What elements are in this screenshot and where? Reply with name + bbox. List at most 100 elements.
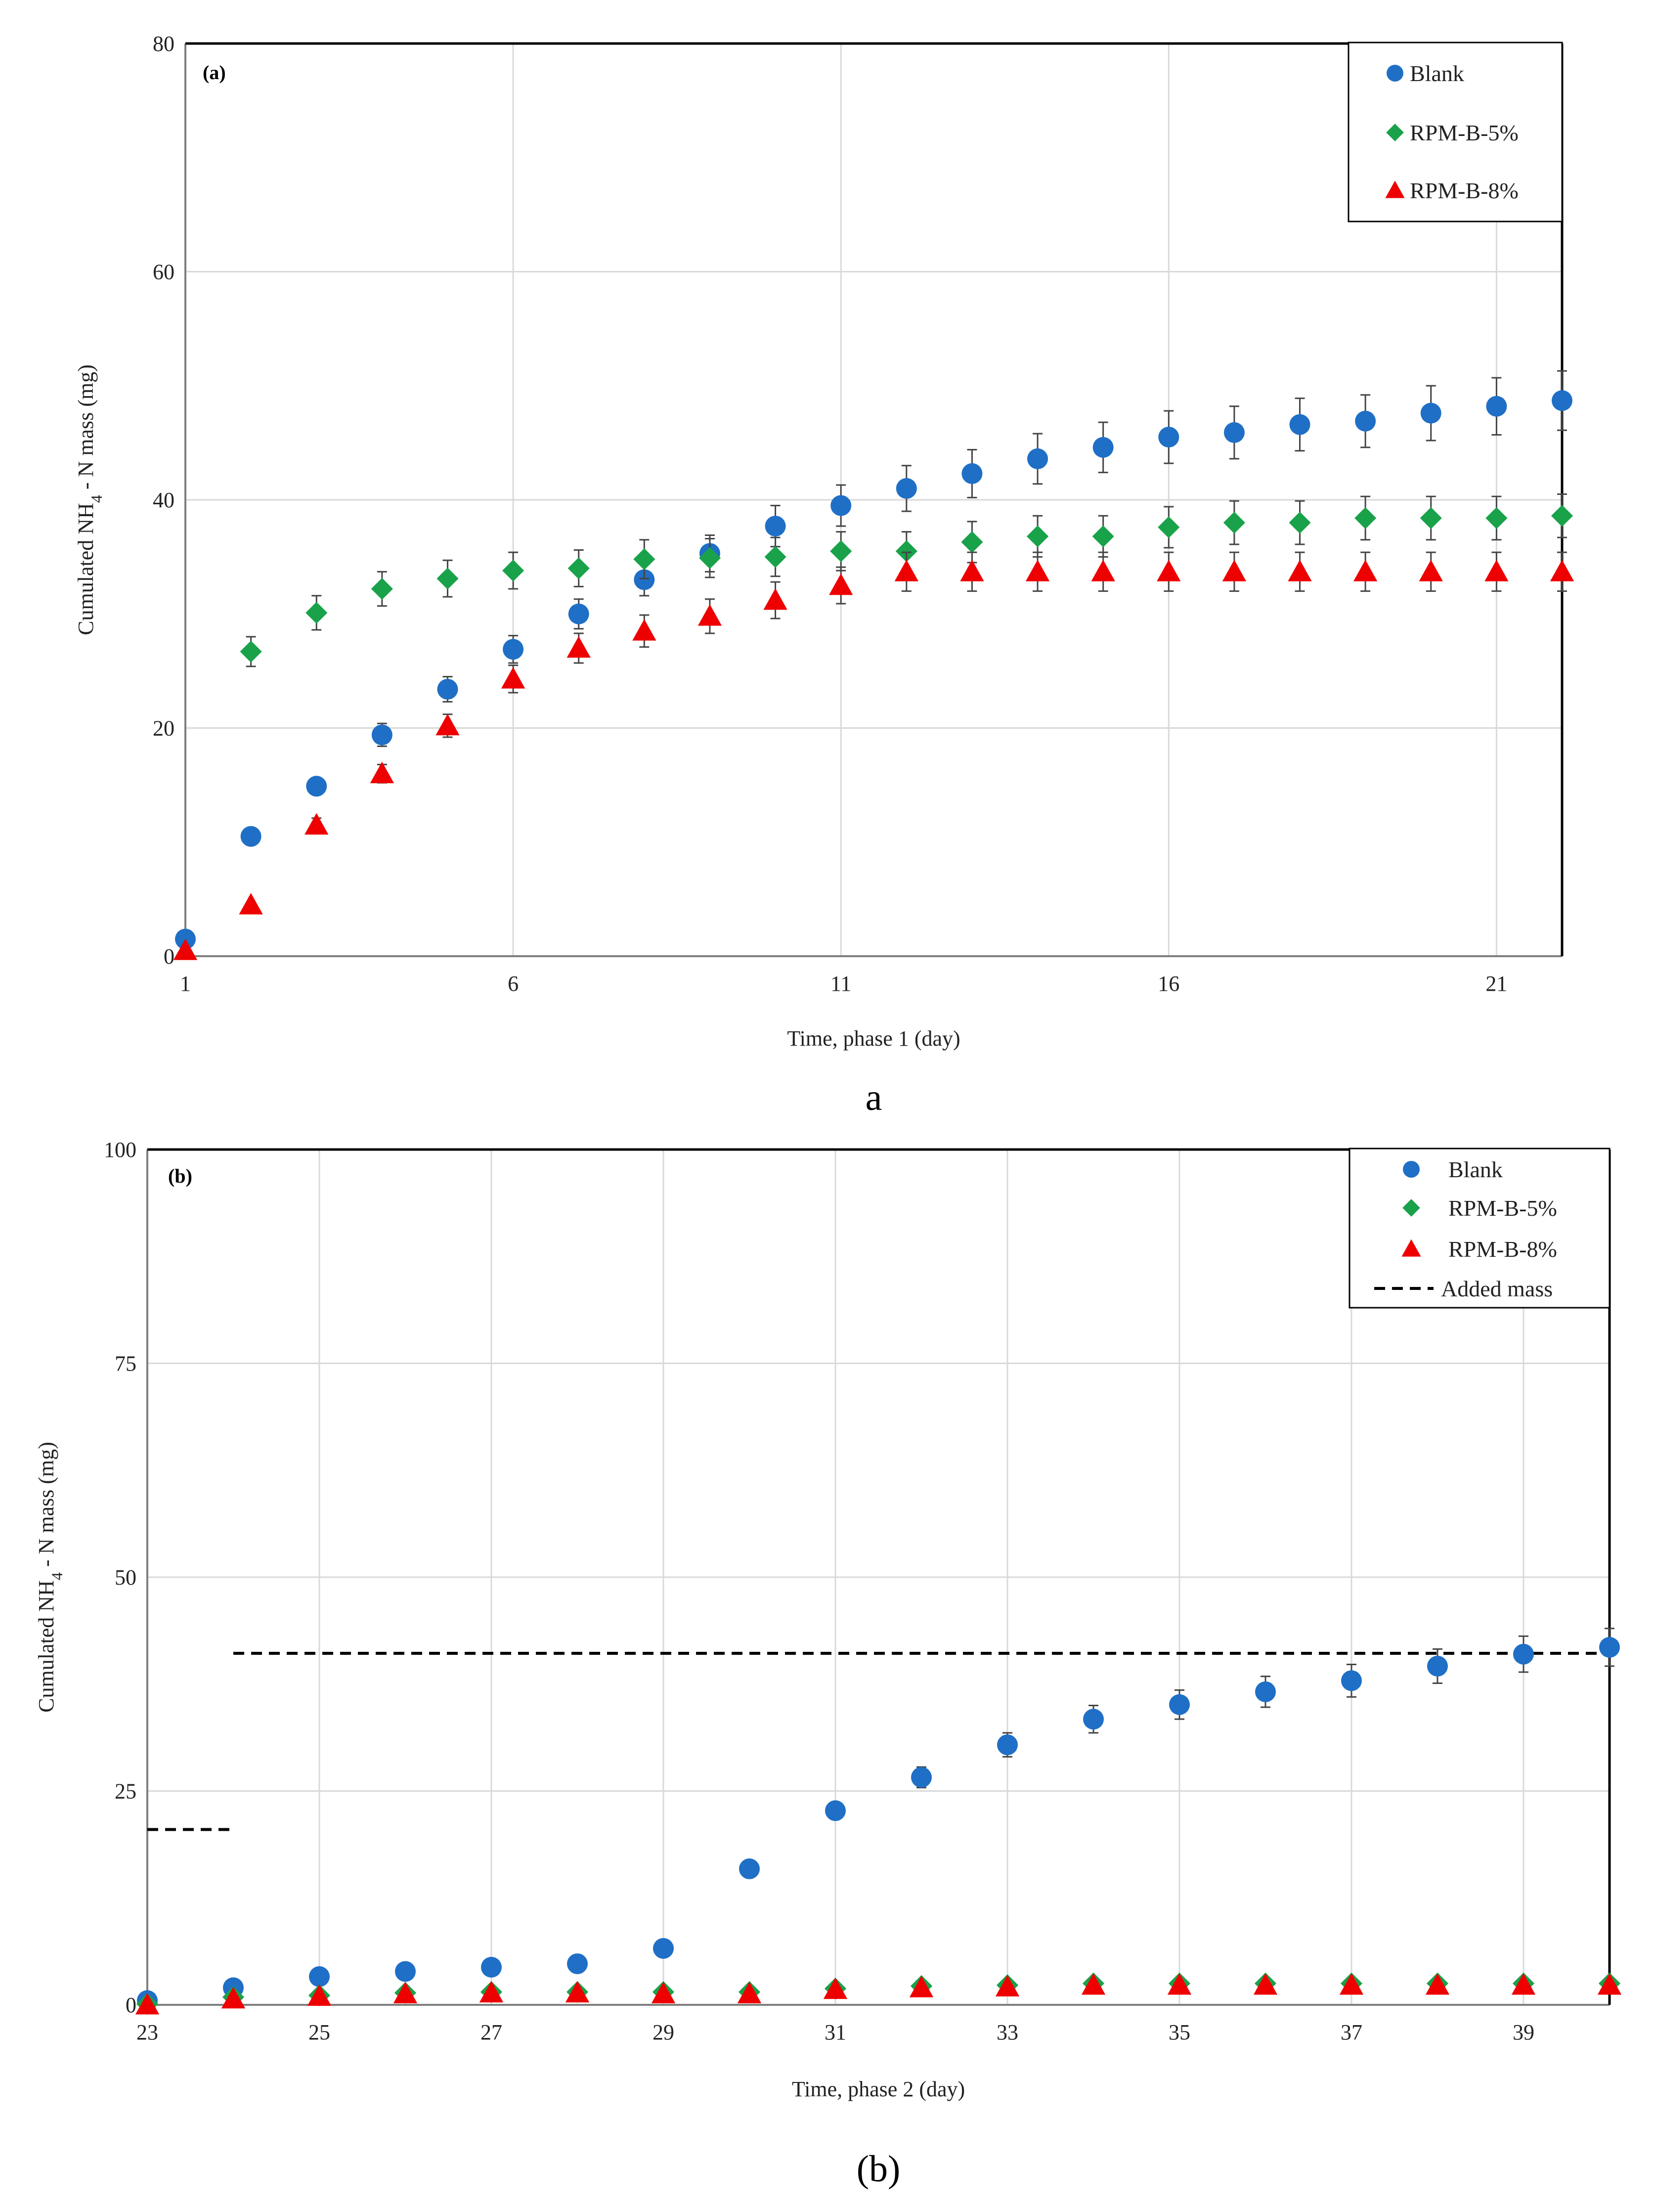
data-point [1158, 516, 1180, 538]
series-rpm-b-8- [173, 551, 1574, 960]
data-point [567, 1953, 588, 1974]
data-point [240, 826, 261, 847]
legend-box [1348, 42, 1563, 222]
data-point [823, 1977, 848, 1999]
y-tick-label: 80 [153, 32, 174, 56]
data-point [479, 1981, 504, 2003]
figure-caption: (b) [857, 2148, 901, 2190]
chart-b: 23 25 27 29 31 33 35 37 39 0 25 50 75 100 (b) Time, pha… [34, 1138, 1622, 2190]
data-point [1484, 560, 1509, 581]
data-point [1158, 427, 1179, 448]
data-point [633, 548, 655, 571]
legend: Blank RPM-B-5% RPM-B-8% [1348, 42, 1563, 222]
panel-tag: (a) [203, 61, 226, 84]
data-point [1083, 1709, 1104, 1730]
data-point [371, 724, 392, 746]
data-point [1420, 507, 1442, 529]
y-tick-label: 75 [115, 1352, 136, 1376]
data-point [1167, 1973, 1192, 1995]
y-tick-label: 40 [153, 488, 174, 512]
y-axis-title: Cumulated NH4 - N mass (mg) [34, 1442, 66, 1713]
legend-label: Blank [1448, 1157, 1503, 1182]
data-point [1157, 560, 1181, 581]
data-point [830, 495, 852, 516]
legend-marker [1401, 1239, 1421, 1257]
y-tick-label: 60 [153, 260, 174, 284]
data-point [829, 573, 853, 595]
data-point [1420, 402, 1441, 424]
y-axis-title-tail: - N mass (mg) [74, 364, 98, 495]
series-blank [175, 370, 1572, 950]
data-point [961, 463, 983, 484]
data-point [830, 540, 852, 562]
legend-box [1349, 1148, 1610, 1309]
legend-marker [1403, 1161, 1420, 1178]
x-tick-label: 37 [1341, 2020, 1362, 2044]
data-point [435, 713, 460, 736]
data-point [1081, 1973, 1106, 1995]
data-point [1092, 525, 1114, 547]
data-point [565, 1981, 590, 2003]
data-point [1419, 560, 1443, 581]
y-tick-label: 0 [126, 1993, 136, 2017]
y-tick-label: 25 [115, 1779, 136, 1804]
data-point [135, 1992, 160, 2015]
legend-label: Blank [1410, 61, 1464, 86]
legend-marker [1387, 65, 1403, 82]
data-point [1425, 1973, 1450, 1995]
data-point [1027, 448, 1048, 469]
data-point [634, 569, 655, 590]
data-point [370, 761, 394, 784]
y-tick-label: 0 [164, 944, 174, 969]
legend: Blank RPM-B-5% RPM-B-8% Added mass [1349, 1148, 1610, 1309]
data-point [1597, 1973, 1622, 1995]
data-point [395, 1961, 416, 1982]
figure-caption: a [866, 1077, 882, 1118]
y-axis-title-subscript: 4 [87, 495, 105, 503]
data-point [1511, 1973, 1536, 1995]
data-point [1091, 560, 1115, 581]
data-point [653, 1938, 674, 1959]
x-tick-label: 39 [1513, 2020, 1534, 2044]
x-tick-label: 1 [180, 972, 191, 996]
x-tick-label: 27 [480, 2020, 502, 2044]
data-point [1550, 560, 1574, 581]
data-point [632, 619, 656, 641]
data-point [1353, 560, 1378, 581]
data-point [1354, 507, 1377, 529]
data-point [651, 1982, 676, 2003]
data-point [1289, 512, 1311, 534]
x-tick-label: 23 [136, 2020, 158, 2044]
data-point [503, 639, 524, 660]
data-point [1486, 396, 1507, 417]
data-point [393, 1982, 418, 2003]
x-tick-label: 16 [1158, 972, 1179, 996]
x-tick-label: 33 [997, 2020, 1018, 2044]
data-point [305, 813, 329, 835]
data-point [1222, 560, 1247, 581]
legend-label: RPM-B-8% [1410, 178, 1519, 203]
legend-label: Added mass [1441, 1276, 1553, 1301]
y-axis-title-tail: - N mass (mg) [34, 1442, 58, 1572]
data-point [911, 1767, 932, 1788]
data-point [1223, 422, 1245, 443]
data-point [1288, 560, 1312, 581]
data-point [239, 893, 263, 915]
x-tick-label: 21 [1485, 972, 1507, 996]
data-point [1025, 560, 1050, 581]
data-point [307, 1984, 332, 2006]
data-point [566, 636, 591, 658]
series-rpm-b-8- [135, 1973, 1622, 2015]
data-point [896, 478, 917, 499]
data-point [995, 1975, 1020, 1996]
data-point [1223, 512, 1245, 534]
panel-tag: (b) [168, 1165, 192, 1187]
y-axis-title-subscript: 4 [48, 1572, 66, 1580]
data-point [894, 560, 918, 581]
x-axis-title: Time, phase 2 (day) [792, 2077, 965, 2101]
y-tick-label: 20 [153, 716, 174, 741]
data-point [502, 560, 524, 582]
x-axis-title: Time, phase 1 (day) [787, 1026, 960, 1051]
